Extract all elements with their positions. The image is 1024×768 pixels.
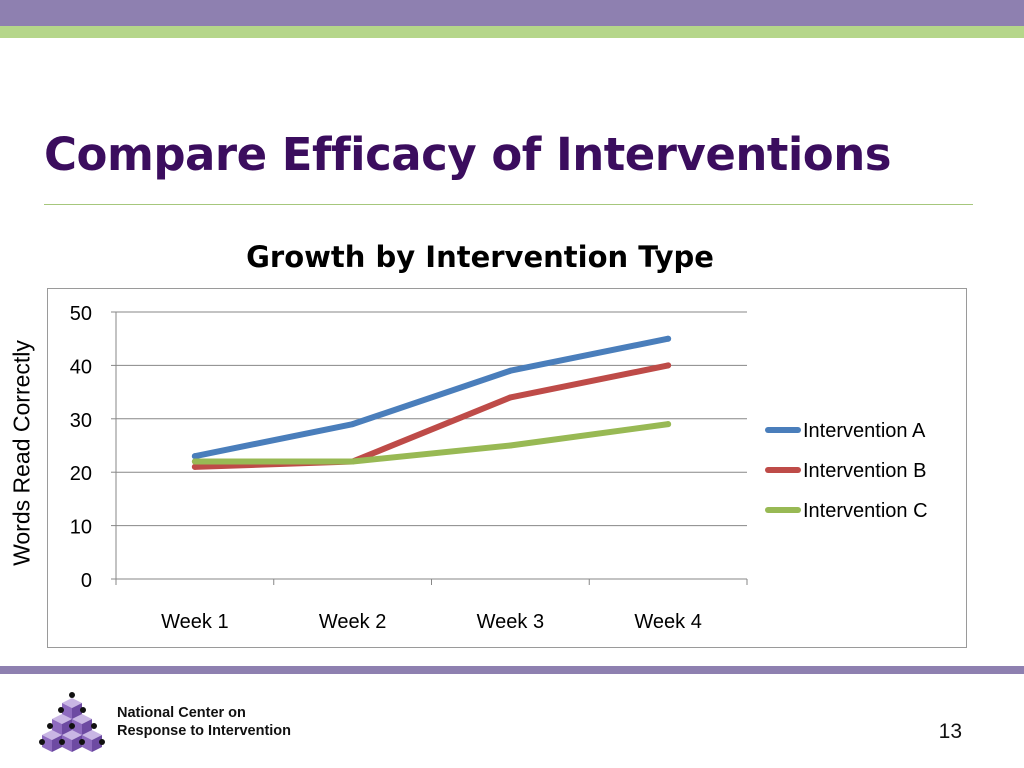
x-tick-label: Week 4 <box>634 611 701 633</box>
data-point <box>349 458 356 465</box>
data-point <box>191 458 198 465</box>
legend-label: Intervention B <box>803 460 926 482</box>
y-tick-label: 40 <box>70 356 92 378</box>
data-point <box>191 463 198 470</box>
data-point <box>665 421 672 428</box>
chart-frame: 0 10 20 30 40 50 Week 1 Week 2 Week 3 Week 4 Inter… <box>47 288 967 648</box>
org-name-line-1: National Center on <box>117 705 246 721</box>
legend-label: Intervention C <box>803 500 928 522</box>
stacked-cubes-logo-icon <box>39 692 105 752</box>
x-tick-label: Week 3 <box>477 611 544 633</box>
series-line <box>191 421 672 465</box>
y-tick-label: 50 <box>70 303 92 325</box>
title-divider <box>44 204 973 205</box>
data-point <box>349 421 356 428</box>
y-tick-label: 20 <box>70 463 92 485</box>
legend-label: Intervention A <box>803 420 926 442</box>
organization-name: National Center on Response to Intervent… <box>117 704 291 740</box>
x-tick-label: Week 1 <box>161 611 228 633</box>
series-line <box>191 335 672 460</box>
y-axis-label: Words Read Correctly <box>8 340 35 566</box>
header-band-green <box>0 26 1024 38</box>
y-tick-label: 30 <box>70 410 92 432</box>
line-chart: 0 10 20 30 40 50 Week 1 Week 2 Week 3 Week 4 Inter… <box>70 303 928 633</box>
chart-title: Growth by Intervention Type <box>246 240 714 274</box>
y-tick-label: 10 <box>70 517 92 539</box>
data-point <box>507 442 514 449</box>
org-name-line-2: Response to Intervention <box>117 723 292 739</box>
data-point <box>507 367 514 374</box>
data-point <box>191 453 198 460</box>
data-point <box>665 335 672 342</box>
header-band-purple <box>0 0 1024 26</box>
slide-title: Compare Efficacy of Interventions <box>44 128 892 181</box>
footer-band <box>0 666 1024 674</box>
page-number: 13 <box>938 720 962 743</box>
data-point <box>665 362 672 369</box>
data-point <box>507 394 514 401</box>
x-tick-label: Week 2 <box>319 611 386 633</box>
y-tick-label: 0 <box>81 570 92 592</box>
